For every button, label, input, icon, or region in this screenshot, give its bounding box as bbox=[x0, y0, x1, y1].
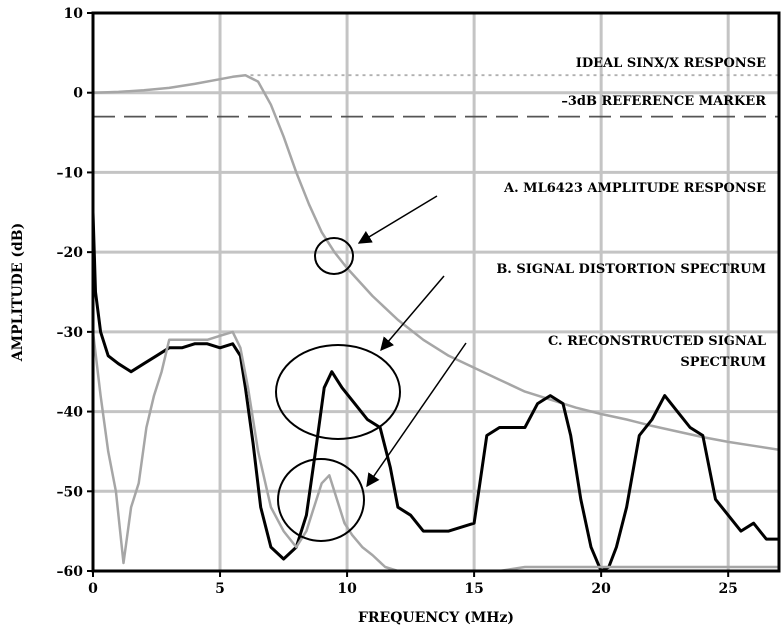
reference-marker-label: –3dB REFERENCE MARKER bbox=[561, 94, 766, 109]
y-tick-label--50: –50 bbox=[57, 484, 84, 500]
annotation-b-ellipse bbox=[275, 344, 401, 440]
x-tick-label-20: 20 bbox=[591, 581, 611, 597]
annotation-a-arrow bbox=[357, 195, 438, 244]
annotation-c-label-line1: C. RECONSTRUCTED SIGNAL bbox=[548, 334, 766, 349]
y-tick-label-10: 10 bbox=[64, 6, 84, 22]
annotation-b-label: B. SIGNAL DISTORTION SPECTRUM bbox=[496, 262, 766, 277]
plot-border bbox=[91, 11, 781, 573]
plot-area bbox=[93, 13, 779, 571]
series-group bbox=[93, 73, 779, 571]
annotation-a-circle bbox=[314, 237, 354, 275]
x-tick-label-15: 15 bbox=[464, 581, 483, 597]
x-tick-label-25: 25 bbox=[718, 581, 737, 597]
series-line-4 bbox=[93, 330, 779, 571]
annotation-c-label-line2: SPECTRUM bbox=[680, 355, 766, 370]
series-line-2 bbox=[93, 73, 779, 452]
y-tick-label--40: –40 bbox=[57, 405, 84, 421]
annotation-c-arrow bbox=[366, 342, 467, 488]
grid-lines bbox=[93, 13, 779, 571]
y-axis-title: AMPLITUDE (dB) bbox=[10, 223, 26, 362]
y-axis-ticks: 10 0 –10 –20 –30 –40 –50 –60 bbox=[57, 6, 93, 580]
x-tick-label-10: 10 bbox=[337, 581, 357, 597]
x-axis-ticks: 0 5 10 15 20 25 bbox=[88, 571, 738, 597]
ideal-sinx-label: IDEAL SINX/X RESPONSE bbox=[576, 56, 766, 71]
series-line-3 bbox=[93, 212, 779, 571]
x-tick-label-5: 5 bbox=[215, 581, 225, 597]
x-axis-title: FREQUENCY (MHz) bbox=[358, 610, 514, 626]
x-tick-label-0: 0 bbox=[88, 581, 98, 597]
annotations: IDEAL SINX/X RESPONSE –3dB REFERENCE MAR… bbox=[275, 56, 766, 542]
y-tick-label-0: 0 bbox=[73, 86, 83, 102]
y-tick-label--60: –60 bbox=[57, 564, 84, 580]
annotation-c-ellipse bbox=[277, 458, 365, 542]
annotation-a-label: A. ML6423 AMPLITUDE RESPONSE bbox=[503, 181, 766, 196]
y-tick-label--30: –30 bbox=[57, 325, 84, 341]
y-tick-label--10: –10 bbox=[57, 165, 84, 181]
annotation-b-arrow bbox=[380, 275, 445, 352]
y-tick-label--20: –20 bbox=[57, 245, 84, 261]
